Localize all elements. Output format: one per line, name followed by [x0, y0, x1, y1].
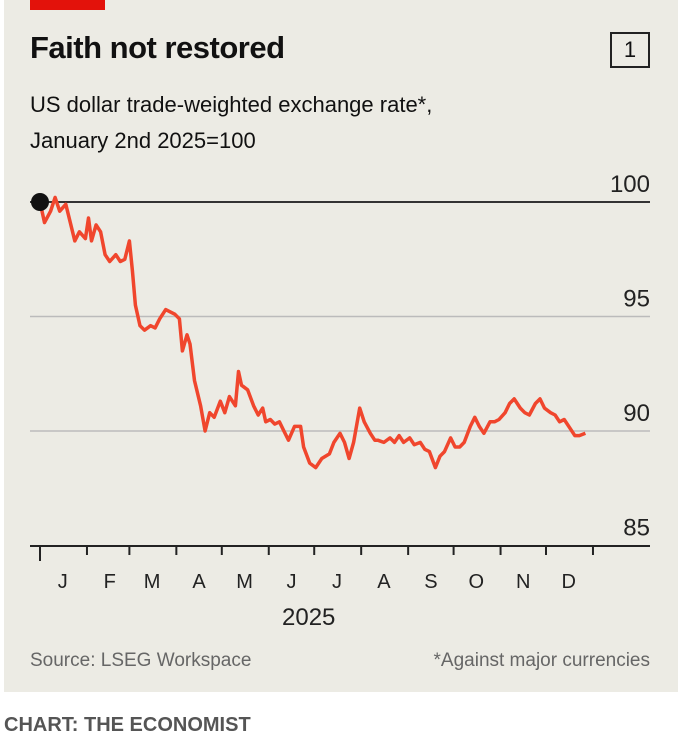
x-tick-label: M [236, 571, 253, 593]
x-tick-label: S [424, 571, 437, 593]
x-axis-label: 2025 [282, 604, 336, 631]
x-tick-label: J [58, 571, 68, 593]
y-tick-label: 95 [623, 286, 650, 313]
x-tick-label: N [516, 571, 530, 593]
footnote: *Against major currencies [433, 650, 650, 671]
x-tick-label: J [332, 571, 342, 593]
x-tick-label: M [144, 571, 161, 593]
start-point-marker [31, 193, 49, 211]
x-tick-label: J [286, 571, 296, 593]
x-tick-label: D [562, 571, 576, 593]
chart-number-badge: 1 [610, 32, 650, 68]
x-tick-label: F [104, 571, 116, 593]
y-tick-label: 90 [623, 400, 650, 427]
x-tick-label: O [469, 571, 485, 593]
economist-red-bar [30, 0, 105, 10]
x-tick-label: A [377, 571, 391, 593]
chart-panel [4, 0, 678, 692]
y-tick-label: 85 [623, 515, 650, 542]
chart-subtitle-line1: US dollar trade-weighted exchange rate*, [30, 92, 433, 117]
chart-subtitle-line2: January 2nd 2025=100 [30, 128, 256, 153]
chart-title: Faith not restored [30, 30, 285, 65]
source-note: Source: LSEG Workspace [30, 650, 252, 671]
chart-credit: CHART: THE ECONOMIST [4, 714, 251, 736]
x-tick-label: A [192, 571, 206, 593]
y-tick-label: 100 [610, 171, 650, 198]
series-line-dollar-index [38, 195, 587, 470]
